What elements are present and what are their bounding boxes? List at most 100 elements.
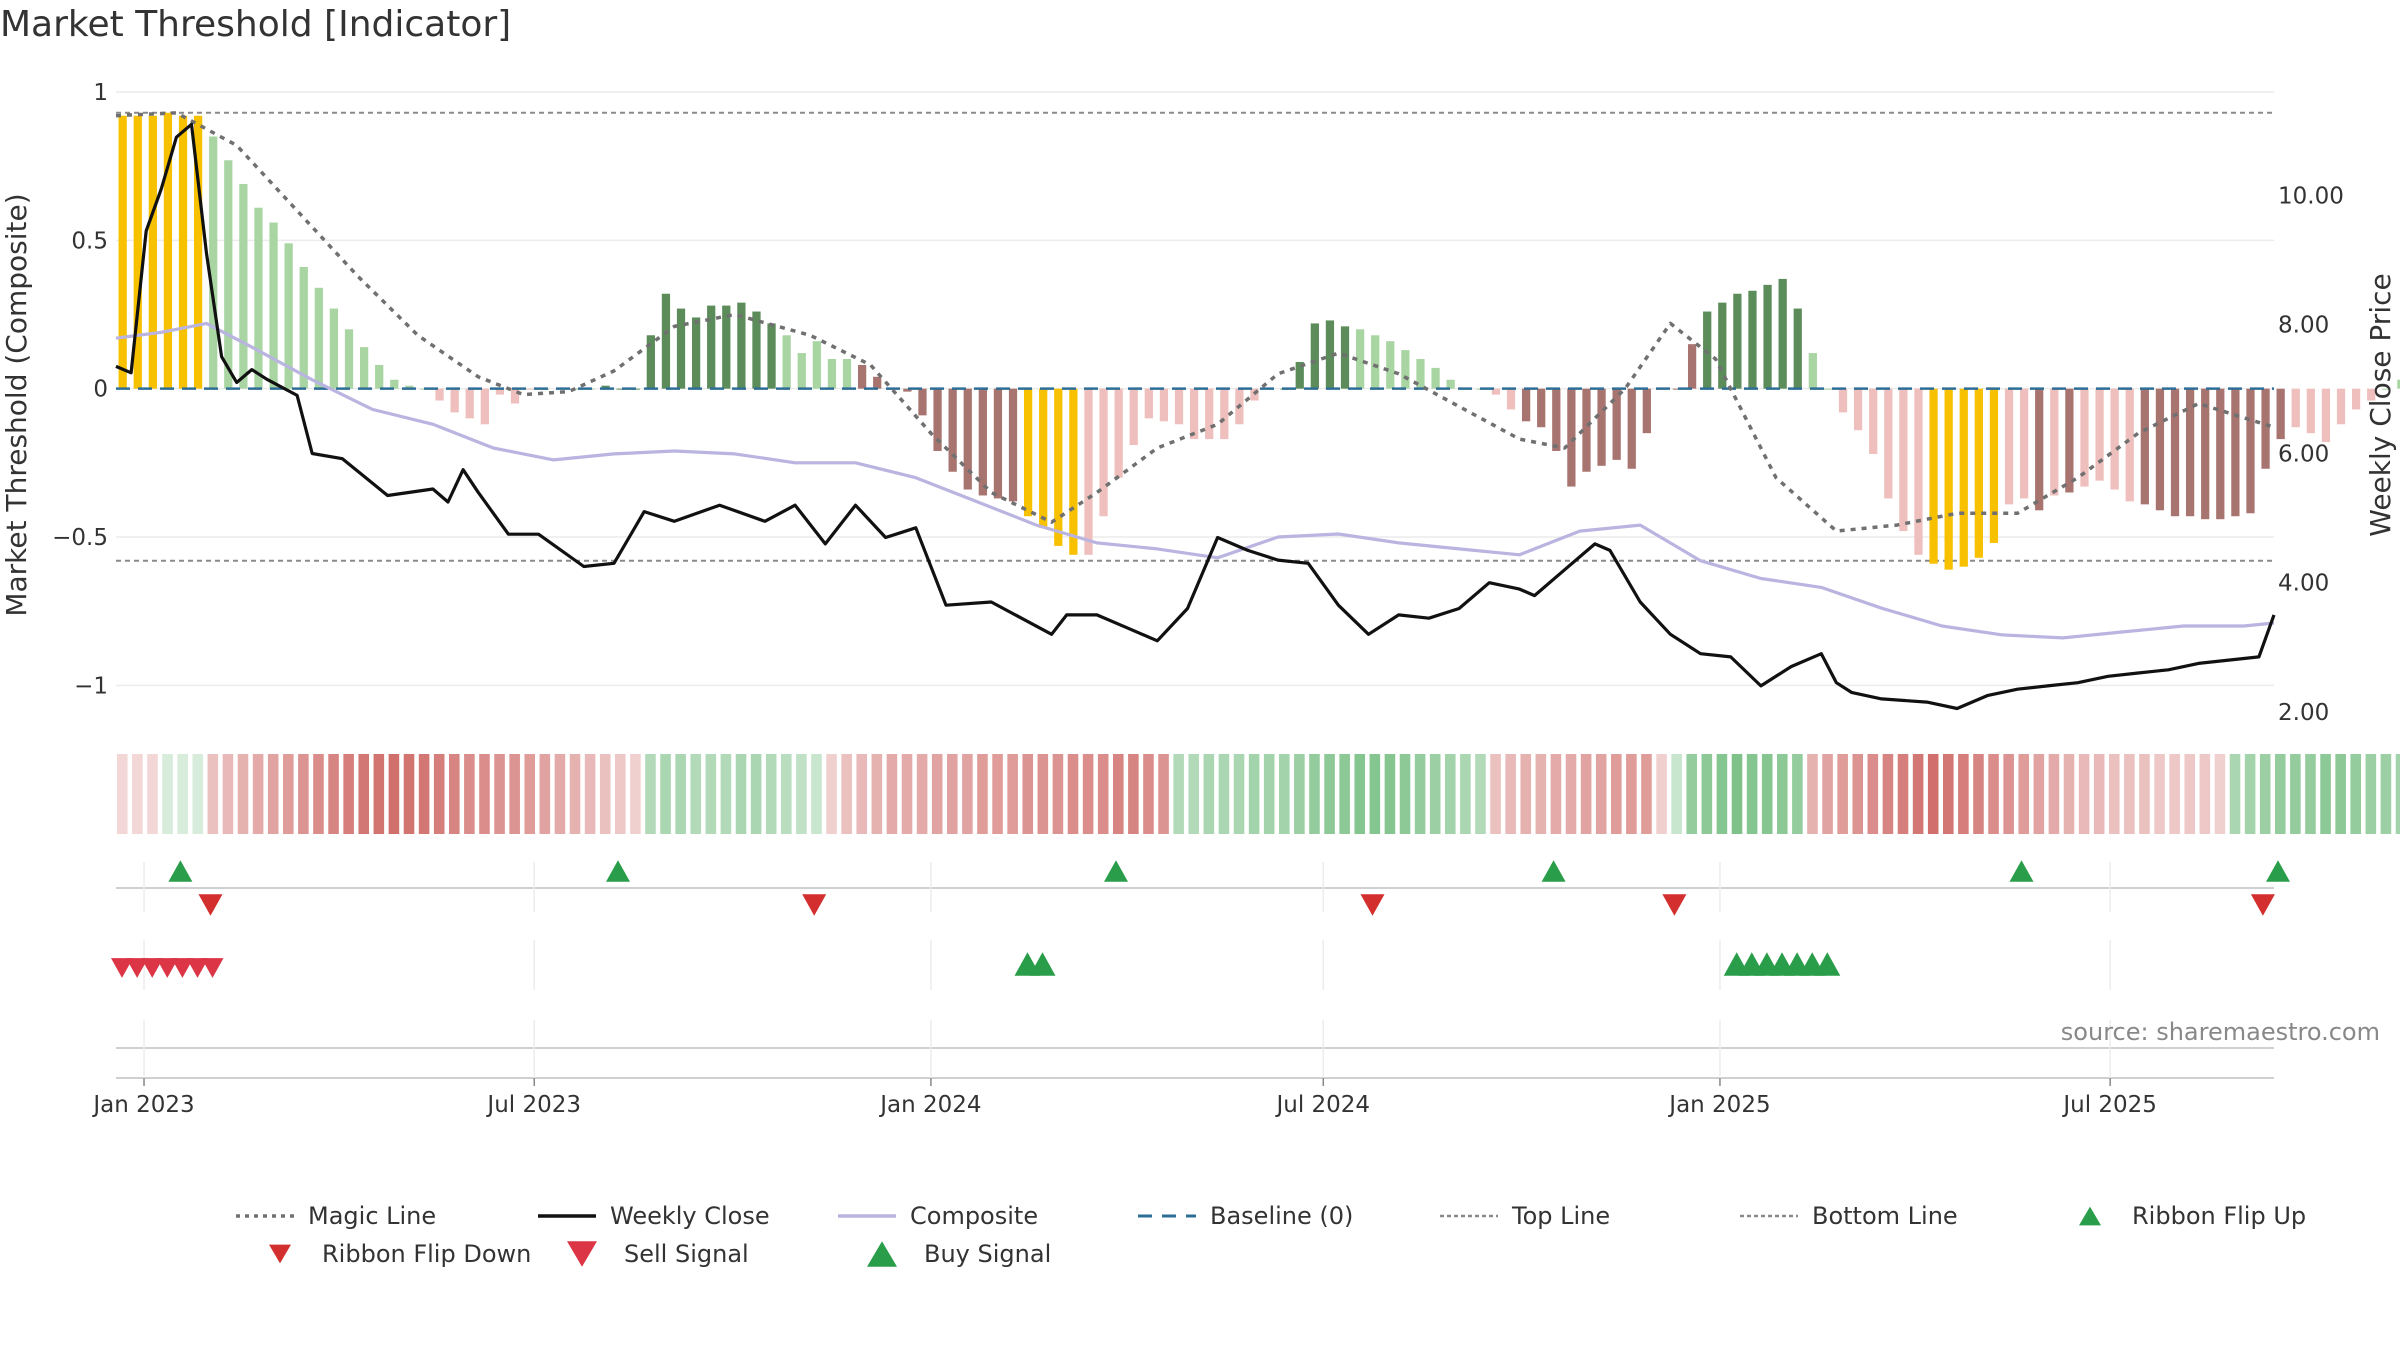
histogram-bar: [601, 385, 610, 389]
histogram-bar: [661, 293, 671, 389]
histogram-bar: [812, 341, 821, 389]
histogram-bar: [737, 302, 746, 389]
histogram-bar: [948, 388, 957, 472]
histogram-bar: [827, 359, 837, 389]
histogram-bar: [1054, 388, 1063, 546]
ribbon-cell: [192, 754, 204, 834]
ribbon-cell: [1067, 754, 1079, 834]
histogram-bar: [1371, 335, 1380, 389]
ribbon-cell: [1248, 754, 1260, 834]
ribbon-cell: [1520, 754, 1532, 834]
histogram-bar: [390, 379, 399, 389]
ribbon-cell: [1445, 754, 1456, 834]
ribbon-cell: [2259, 754, 2271, 834]
ribbon-cell: [1927, 754, 1939, 834]
histogram-bar: [1205, 388, 1214, 440]
histogram-bar: [510, 388, 520, 404]
histogram-bar: [2216, 388, 2225, 520]
histogram-bar: [525, 388, 535, 390]
ribbon-cell: [1354, 754, 1366, 834]
histogram-bar: [1325, 320, 1335, 389]
ribbon-cell: [1188, 754, 1200, 834]
ribbon-cell: [1958, 754, 1969, 834]
histogram-bar: [1416, 359, 1425, 389]
histogram-bar: [2351, 388, 2361, 410]
histogram-bar: [2201, 388, 2210, 520]
ribbon-cell: [675, 754, 686, 834]
histogram-bar: [1763, 284, 1772, 389]
ribbon-flip-up-marker: [2009, 860, 2034, 882]
ribbon-cell: [2365, 754, 2377, 834]
histogram-bar: [1069, 388, 1078, 555]
histogram-bar: [1114, 388, 1123, 478]
histogram-bar: [269, 222, 278, 389]
ribbon-cell: [645, 754, 656, 834]
histogram-bar: [993, 388, 1003, 499]
legend-swatch: [2079, 1206, 2101, 1226]
left-tick-label: 0: [93, 377, 108, 403]
histogram-bar: [1672, 388, 1682, 390]
histogram-bar: [873, 376, 882, 389]
legend-entry: Weekly Close: [538, 1202, 770, 1230]
histogram-bar: [1355, 329, 1365, 389]
ribbon-cell: [1369, 754, 1381, 834]
histogram-bar: [1793, 308, 1802, 389]
histogram-bar: [2050, 388, 2059, 496]
ribbon-cell: [162, 754, 173, 834]
ribbon-cell: [1505, 754, 1516, 834]
ribbon-cell: [660, 754, 671, 834]
ribbon-cell: [1671, 754, 1682, 834]
ribbon-cell: [464, 754, 475, 834]
histogram-bar: [1250, 388, 1259, 401]
sell-signal-marker: [201, 958, 224, 978]
legend-label: Baseline (0): [1210, 1202, 1353, 1230]
ribbon-cell: [841, 754, 852, 834]
ribbon-cell: [1339, 754, 1350, 834]
histogram-bar: [2004, 388, 2014, 505]
ribbon-cell: [811, 754, 822, 834]
histogram-bar: [1748, 290, 1757, 389]
ribbon-cell: [1882, 754, 1894, 834]
ribbon-cell: [554, 754, 566, 834]
left-axis-label: Market Threshold (Composite): [0, 193, 33, 616]
composite-line: [115, 321, 2275, 640]
histogram-bar: [405, 385, 414, 389]
histogram-bar: [857, 364, 867, 389]
ribbon-cell: [1656, 754, 1667, 834]
histogram-bar: [1552, 388, 1561, 451]
ribbon-cell: [539, 754, 551, 834]
histogram-bar: [118, 115, 127, 389]
histogram-bar: [2246, 388, 2255, 514]
ribbon-cell: [117, 754, 128, 834]
sell-signal-marker: [171, 958, 194, 978]
ribbon-cell: [2109, 754, 2120, 834]
histogram-bars: [118, 112, 2400, 570]
legend-label: Sell Signal: [624, 1240, 749, 1268]
ribbon-cell: [207, 754, 219, 834]
histogram-bar: [1869, 388, 1878, 454]
histogram-bar: [978, 388, 987, 496]
ribbon-cell: [1263, 754, 1275, 834]
x-axis-ticks: Jan 2023 Jul 2023 Jan 2024 Jul 2024 Jan 2025…: [91, 1078, 2157, 1118]
ribbon-cell: [2199, 754, 2211, 834]
histogram-bar: [329, 308, 339, 389]
ribbon-cell: [1128, 754, 1139, 834]
ribbon-cell: [358, 754, 370, 834]
ribbon-cell: [1686, 754, 1698, 834]
histogram-bar: [239, 183, 248, 389]
left-tick-label: 1: [93, 80, 108, 106]
histogram-bar: [284, 243, 293, 389]
ribbon-cell: [765, 754, 777, 834]
ribbon-cell: [584, 754, 596, 834]
ribbon-cell: [916, 754, 928, 834]
ribbon-cell: [962, 754, 973, 834]
ribbon-flip-up-marker: [606, 860, 630, 882]
histogram-bar: [1597, 388, 1606, 466]
x-tick-label: Jan 2024: [878, 1092, 981, 1118]
ribbon-cell: [1309, 754, 1320, 834]
ribbon-cell: [1097, 754, 1109, 834]
sell-signal-marker: [111, 958, 133, 978]
histogram-bar: [2397, 379, 2400, 389]
histogram-bar: [1189, 388, 1199, 440]
histogram-bar: [2080, 388, 2089, 487]
